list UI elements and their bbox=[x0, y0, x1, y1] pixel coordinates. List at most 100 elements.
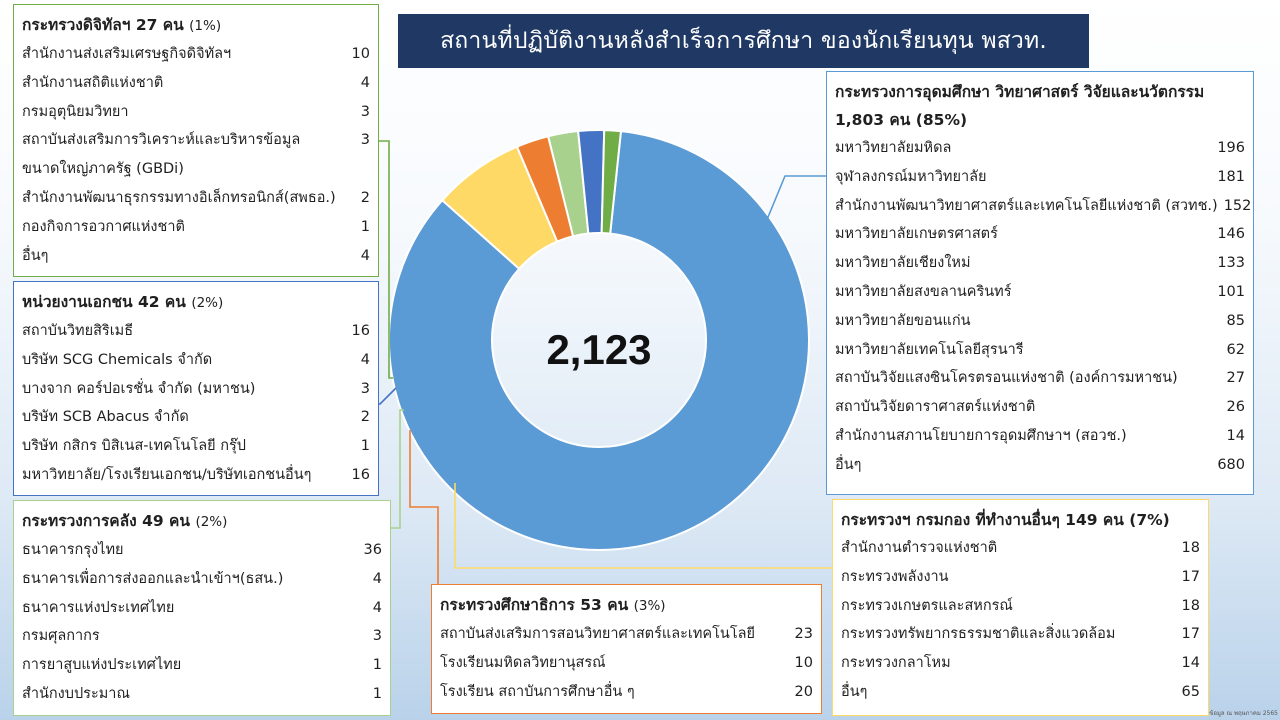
item-value: 4 bbox=[372, 599, 382, 616]
list-item: มหาวิทยาลัยสงขลานครินทร์ 101 bbox=[835, 278, 1245, 307]
item-name: ธนาคารแห่งประเทศไทย bbox=[22, 599, 175, 616]
item-name: สถาบันส่งเสริมการสอนวิทยาศาสตร์และเทคโนโ… bbox=[440, 626, 755, 642]
list-item: กระทรวงทรัพยากรธรรมชาติและสิ่งแวดล้อม 17 bbox=[841, 620, 1200, 649]
list-item: มหาวิทยาลัยเชียงใหม่ 133 bbox=[835, 249, 1245, 278]
item-value: 14 bbox=[1181, 655, 1200, 672]
item-value: 16 bbox=[351, 466, 370, 483]
item-name: สถาบันวิจัยดาราศาสตร์แห่งชาติ bbox=[835, 399, 1036, 416]
list-item: ธนาคารแห่งประเทศไทย 4 bbox=[22, 594, 382, 623]
list-item: มหาวิทยาลัย/โรงเรียนเอกชน/บริษัทเอกชนอื่… bbox=[22, 461, 370, 490]
item-name: บริษัท กสิกร บิสิเนส-เทคโนโลยี กรุ๊ป bbox=[22, 438, 246, 455]
list-item: กองกิจการอวกาศแห่งชาติ 1 bbox=[22, 213, 370, 242]
list-item: กรมอุตุนิยมวิทยา 3 bbox=[22, 98, 370, 127]
panel-heading: หน่วยงานเอกชน 42 คน (2%) bbox=[22, 288, 370, 317]
item-value: 17 bbox=[1181, 568, 1200, 585]
leader-line-mhesi bbox=[655, 175, 826, 489]
item-name: สำนักงานส่งเสริมเศรษฐกิจดิจิทัลฯ bbox=[22, 46, 232, 62]
panel-heading: กระทรวงดิจิทัลฯ 27 คน (1%) bbox=[22, 11, 370, 40]
center-total-label: 2,123 bbox=[546, 326, 651, 373]
item-value: 27 bbox=[1226, 370, 1245, 387]
leader-line-digital bbox=[379, 140, 393, 379]
item-value: 146 bbox=[1217, 226, 1245, 243]
item-name: กระทรวงพลังงาน bbox=[841, 568, 949, 585]
list-item: อื่นๆ 680 bbox=[835, 451, 1245, 480]
item-name: สถาบันวิทยสิริเมธี bbox=[22, 323, 134, 339]
slice-mhesi bbox=[388, 130, 810, 551]
item-name: มหาวิทยาลัยสงขลานครินทร์ bbox=[835, 283, 1012, 300]
item-name: กระทรวงทรัพยากรธรรมชาติและสิ่งแวดล้อม bbox=[841, 626, 1116, 643]
item-value: 18 bbox=[1181, 540, 1200, 556]
panel-heading-percent: (2%) bbox=[195, 514, 228, 530]
panel-private-sector: หน่วยงานเอกชน 42 คน (2%) สถาบันวิทยสิริเ… bbox=[13, 281, 379, 496]
item-name: กองกิจการอวกาศแห่งชาติ bbox=[22, 218, 185, 235]
item-name: บางจาก คอร์ปอเรชั่น จำกัด (มหาชน) bbox=[22, 380, 256, 397]
item-value: 101 bbox=[1217, 283, 1245, 300]
list-item: ธนาคารกรุงไทย 36 bbox=[22, 536, 382, 565]
item-name: มหาวิทยาลัยเกษตรศาสตร์ bbox=[835, 226, 998, 243]
chart-title: สถานที่ปฏิบัติงานหลังสำเร็จการศึกษา ของน… bbox=[398, 14, 1089, 68]
panel-digital-ministry: กระทรวงดิจิทัลฯ 27 คน (1%) สำนักงานส่งเส… bbox=[13, 4, 379, 277]
panel-heading-text: หน่วยงานเอกชน 42 คน bbox=[22, 293, 186, 311]
item-value: 14 bbox=[1226, 427, 1245, 444]
panel-heading-text: กระทรวงการคลัง 49 คน bbox=[22, 512, 191, 530]
item-value: 181 bbox=[1217, 168, 1245, 185]
panel-heading-percent: (2%) bbox=[191, 295, 224, 311]
item-name: กรมอุตุนิยมวิทยา bbox=[22, 103, 129, 120]
item-value: 20 bbox=[794, 683, 813, 700]
list-item: สำนักงานสภานโยบายการอุดมศึกษาฯ (สอวช.) 14 bbox=[835, 422, 1245, 451]
list-item: มหาวิทยาลัยมหิดล 196 bbox=[835, 134, 1245, 163]
panel-heading: กระทรวงฯ กรมกอง ที่ทำงานอื่นๆ 149 คน (7%… bbox=[841, 511, 1170, 529]
item-name: สำนักงบประมาณ bbox=[22, 685, 130, 702]
item-value: 1 bbox=[372, 685, 382, 702]
list-item: โรงเรียนมหิดลวิทยานุสรณ์ 10 bbox=[440, 649, 813, 678]
leader-line-private bbox=[379, 387, 397, 405]
list-item: กระทรวงพลังงาน 17 bbox=[841, 563, 1200, 592]
item-name: ธนาคารเพื่อการส่งออกและนำเข้าฯ(ธสน.) bbox=[22, 570, 284, 587]
list-item: สำนักงานตำรวจแห่งชาติ 18 bbox=[841, 534, 1200, 563]
item-name: สำนักงานสถิติแห่งชาติ bbox=[22, 74, 164, 91]
panel-other-ministries: กระทรวงฯ กรมกอง ที่ทำงานอื่นๆ 149 คน (7%… bbox=[832, 499, 1209, 716]
list-item: ธนาคารเพื่อการส่งออกและนำเข้าฯ(ธสน.) 4 bbox=[22, 565, 382, 594]
list-item: มหาวิทยาลัยเทคโนโลยีสุรนารี 62 bbox=[835, 336, 1245, 365]
item-name: มหาวิทยาลัยเทคโนโลยีสุรนารี bbox=[835, 341, 1024, 358]
panel-heading: กระทรวงศึกษาธิการ 53 คน (3%) bbox=[440, 591, 813, 620]
item-value: 1 bbox=[372, 657, 382, 674]
list-item: การยาสูบแห่งประเทศไทย 1 bbox=[22, 651, 382, 680]
list-item: บริษัท SCB Abacus จำกัด 2 bbox=[22, 403, 370, 432]
list-item: โรงเรียน สถาบันการศึกษาอื่น ๆ 20 bbox=[440, 678, 813, 707]
list-item: สำนักงานส่งเสริมเศรษฐกิจดิจิทัลฯ 10 bbox=[22, 40, 370, 69]
list-item: มหาวิทยาลัยขอนแก่น 85 bbox=[835, 307, 1245, 336]
list-item: จุฬาลงกรณ์มหาวิทยาลัย 181 bbox=[835, 163, 1245, 192]
item-value: 26 bbox=[1226, 399, 1245, 416]
list-item: สถาบันวิทยสิริเมธี 16 bbox=[22, 317, 370, 346]
item-value: 62 bbox=[1226, 341, 1245, 358]
list-item: กรมศุลกากร 3 bbox=[22, 622, 382, 651]
list-item: สถาบันวิจัยแสงซินโครตรอนแห่งชาติ (องค์กา… bbox=[835, 364, 1245, 393]
panel-heading-percent: (3%) bbox=[633, 598, 666, 614]
item-name: อื่นๆ bbox=[841, 683, 868, 700]
item-value: 3 bbox=[360, 132, 370, 149]
list-item: บางจาก คอร์ปอเรชั่น จำกัด (มหาชน) 3 bbox=[22, 375, 370, 404]
leader-line-finance bbox=[391, 409, 404, 529]
item-value: 16 bbox=[351, 323, 370, 339]
item-name: กรมศุลกากร bbox=[22, 628, 100, 645]
item-value: 3 bbox=[360, 380, 370, 397]
panel-heading: กระทรวงการอุดมศึกษา วิทยาศาสตร์ วิจัยและ… bbox=[835, 83, 1205, 101]
list-item: กระทรวงเกษตรและสหกรณ์ 18 bbox=[841, 592, 1200, 621]
list-item: สำนักงานสถิติแห่งชาติ 4 bbox=[22, 69, 370, 98]
item-name: สำนักงานตำรวจแห่งชาติ bbox=[841, 540, 998, 556]
item-name: กระทรวงกลาโหม bbox=[841, 655, 951, 672]
panel-heading-count: 1,803 คน (85%) bbox=[835, 111, 968, 129]
item-value: 18 bbox=[1181, 597, 1200, 614]
item-name: จุฬาลงกรณ์มหาวิทยาลัย bbox=[835, 168, 987, 185]
item-name: มหาวิทยาลัยเชียงใหม่ bbox=[835, 255, 971, 272]
item-value: 4 bbox=[360, 74, 370, 91]
item-name: บริษัท SCG Chemicals จำกัด bbox=[22, 351, 213, 368]
list-item: อื่นๆ 4 bbox=[22, 242, 370, 271]
item-value: 3 bbox=[372, 628, 382, 645]
item-name: สำนักงานพัฒนาวิทยาศาสตร์และเทคโนโลยีแห่ง… bbox=[835, 197, 1218, 214]
slice-digital bbox=[600, 129, 623, 235]
list-item: สถาบันส่งเสริมการวิเคราะห์และบริหารข้อมู… bbox=[22, 126, 370, 155]
item-name: อื่นๆ bbox=[835, 456, 862, 473]
item-name: ธนาคารกรุงไทย bbox=[22, 542, 124, 558]
